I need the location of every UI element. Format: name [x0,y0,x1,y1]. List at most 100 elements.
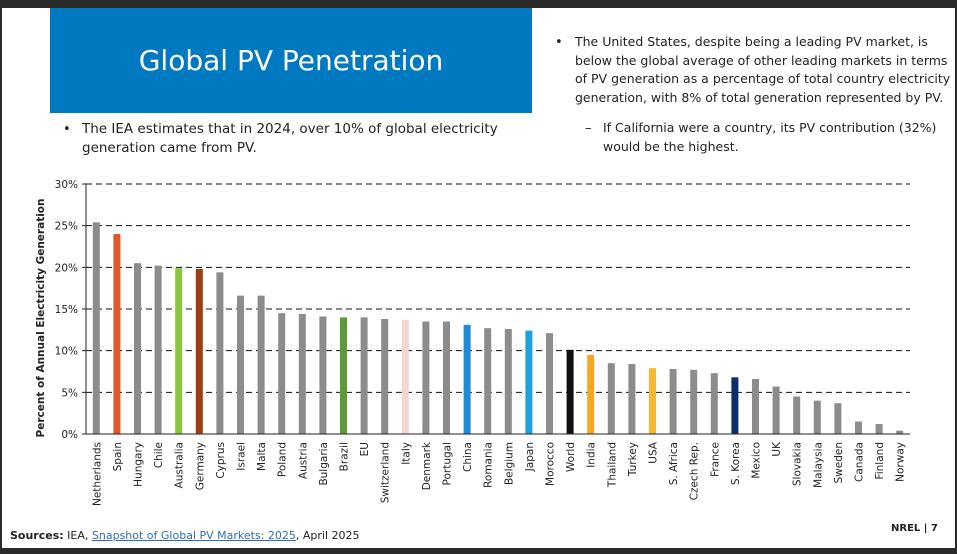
bar-layer [92,222,904,434]
x-tick-label: Switzerland [380,442,392,503]
bar-norway [896,430,904,434]
x-tick-label: Spain [112,442,124,471]
x-tick-label: Germany [194,442,206,490]
y-tick-label: 10% [55,346,78,358]
x-tick-label: Romania [483,442,495,488]
bullet-right-line-2: below the global average of other leadin… [575,52,948,68]
bar-sweden [834,403,842,434]
bar-china [463,324,471,434]
bullet-right: The United States, despite being a leadi… [575,33,955,107]
x-tick-label: Bulgaria [318,442,330,486]
bar-switzerland [381,319,389,434]
sources-note: Sources: IEA, Snapshot of Global PV Mark… [10,529,360,542]
sub-bullet-line-2: would be the highest. [603,138,739,154]
slide: Global PV Penetration • The IEA estimate… [2,8,955,548]
bar-thailand [607,363,615,434]
sources-link[interactable]: Snapshot of Global PV Markets: 2025 [91,529,296,542]
x-tick-label: Italy [400,442,412,465]
x-tick-label: France [709,442,721,477]
bullet-dot-icon: • [555,35,563,50]
x-tick-label: Denmark [421,441,433,490]
x-tick-label: Belgium [503,442,515,485]
bar-israel [236,295,245,434]
bar-usa [648,368,657,434]
x-tick-label: Japan [524,442,536,472]
y-tick-label: 20% [55,262,78,274]
x-tick-label: Cyprus [215,442,227,479]
bar-portugal [442,321,451,434]
grid-layer [86,183,910,393]
bar-uk [772,386,780,434]
sub-bullet-line-1: If California were a country, its PV con… [603,120,937,135]
bullet-left-line-2: generation came from PV. [82,140,257,156]
sources-prefix: IEA, [63,529,92,542]
bar-brazil [339,317,348,434]
bar-czech-rep [690,369,698,434]
x-tick-label: Netherlands [91,442,103,506]
y-axis-label: Percent of Annual Electricity Generation [35,199,47,438]
x-tick-label: Portugal [442,442,454,486]
x-tick-label: Turkey [627,442,639,477]
sub-bullet-dash-icon: – [585,121,592,136]
bar-s-korea [731,377,739,434]
bar-poland [278,313,286,434]
x-tick-label: Canada [854,442,866,482]
x-tick-label: India [586,442,598,468]
bar-japan [525,330,533,434]
x-tick-label: World [565,442,577,472]
bar-turkey [628,364,636,434]
bar-denmark [422,321,430,434]
x-tick-label: S. Korea [730,442,742,485]
bullet-right-line-1: The United States, despite being a leadi… [575,34,928,49]
x-tick-label: Israel [236,442,248,471]
bar-malta [257,295,265,434]
bullet-right-line-3: of PV generation as a percentage of tota… [575,71,951,86]
x-tick-label: Mexico [751,442,763,479]
bar-mexico [751,379,760,434]
x-tick-label: Australia [174,442,186,488]
bullet-dot-icon: • [63,122,71,137]
x-tick-label: Morocco [545,442,557,486]
bullet-right-line-4: generation, with 8% of total generation … [575,89,944,105]
bar-india [587,354,595,434]
y-tick-label: 25% [55,221,78,233]
x-tick-label: Malta [256,442,268,471]
slide-title: Global PV Penetration [138,44,444,77]
bullet-left: The IEA estimates that in 2024, over 10%… [82,120,502,158]
x-tick-label: Poland [277,442,289,477]
bar-morocco [545,333,554,434]
x-tick-label: Sweden [833,442,845,484]
x-tick-label: Brazil [339,442,351,471]
y-tick-label: 5% [61,387,78,399]
y-tick-label: 15% [55,304,78,316]
bar-france [710,373,718,434]
x-tick-label: S. Africa [668,442,680,485]
sources-suffix: , April 2025 [295,529,360,542]
bar-malaysia [813,400,821,434]
bar-cyprus [216,272,224,434]
x-tick-label: UK [771,441,783,457]
bar-bulgaria [319,316,327,434]
sub-bullet: If California were a country, its PV con… [603,119,943,156]
x-tick-label: Czech Rep. [689,442,701,500]
bar-germany [195,269,203,434]
axis-layer: 0% 5% 10% 15% 20% 25% 30% Netherlands Spain Hunga… [55,179,910,506]
bar-belgium [504,329,512,434]
bar-eu [360,317,368,434]
bar-s-africa [669,369,677,434]
x-tick-label: China [462,442,474,472]
x-tick-label: Finland [874,442,886,480]
bar-chile [154,265,162,434]
x-tick-label: Hungary [133,442,145,487]
bullet-left-line-1: The IEA estimates that in 2024, over 10%… [82,121,498,137]
bar-austria [298,314,306,434]
y-tick-label: 0% [61,429,78,441]
y-tick-label: 30% [55,179,78,191]
x-tick-label: Chile [153,442,165,468]
bar-netherlands [92,222,100,434]
bar-australia [175,268,183,434]
x-tick-label: Thailand [606,442,618,488]
x-tick-label: Norway [895,442,907,482]
title-banner: Global PV Penetration [50,8,532,113]
bar-world [566,349,574,434]
